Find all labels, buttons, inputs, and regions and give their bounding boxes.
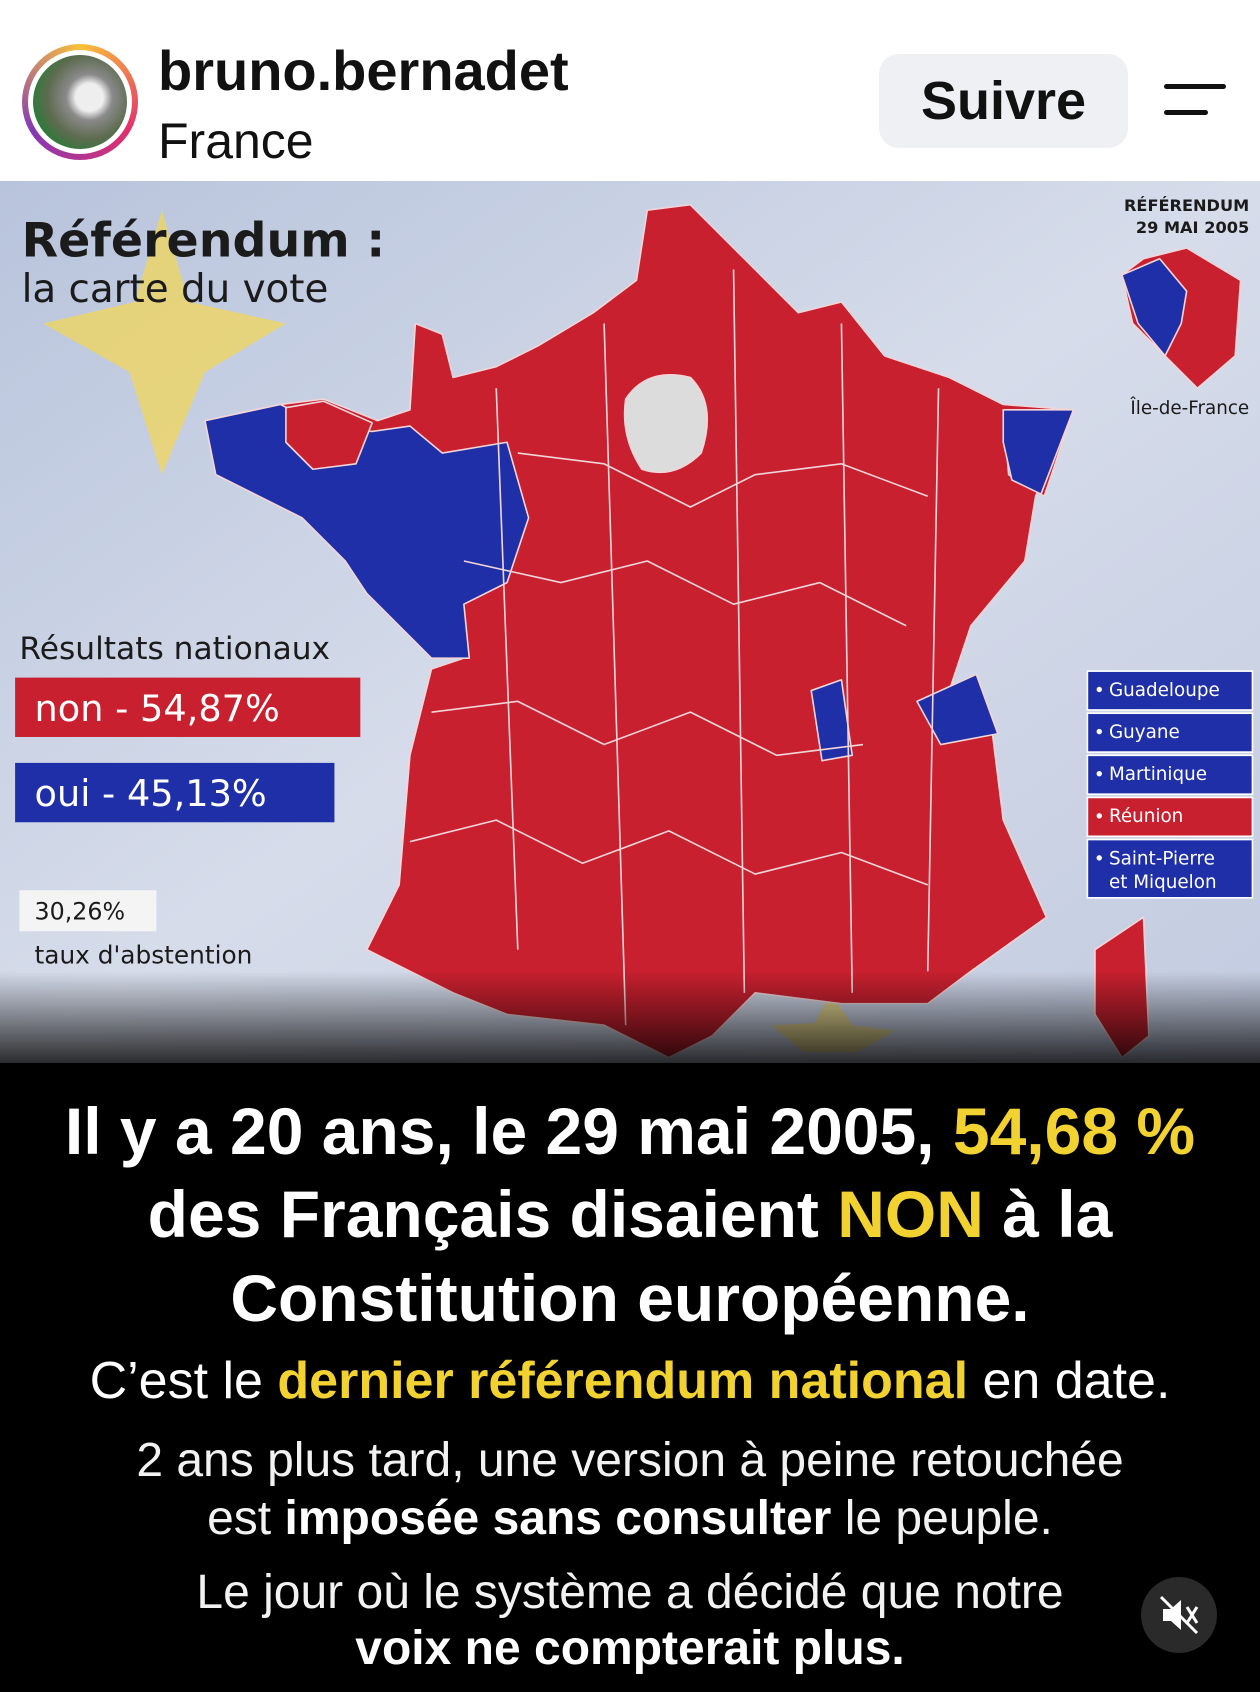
abstention-label: taux d'abstention [35,941,253,970]
bullet [1096,813,1102,819]
caption-text: C’est le [89,1352,278,1410]
non-result: non - 54,87% [35,687,280,730]
overseas-label: Guyane [1109,722,1180,743]
oui-result: oui - 45,13% [35,772,267,815]
referendum-map: Référendum : la carte du vote RÉFÉRENDUM… [0,181,1260,1063]
caption-text: le peuple. [831,1492,1053,1545]
overseas-label: Saint-Pierre et Miquelon [1109,848,1217,893]
avatar[interactable] [22,44,138,160]
corner-date: 29 MAI 2005 [1136,218,1249,237]
post-header: bruno.bernadet France Suivre [0,0,1260,181]
caption-text: des Français disaient [147,1177,838,1251]
caption-text: dernier référendum national [277,1352,969,1410]
caption-text: Le jour où le système a décidé que notre [196,1566,1064,1619]
inset-label: Île-de-France [1129,397,1249,419]
caption-line: C’est le dernier référendum national en … [0,1351,1260,1411]
overseas-label: Réunion [1109,806,1183,827]
caption-text: NON [837,1177,984,1251]
non-box [15,677,361,737]
bullet [1096,770,1102,777]
caption-text: voix ne compterait plus. [355,1622,905,1675]
username[interactable]: bruno.bernadet [158,39,569,102]
caption-text: Constitution européenne. [230,1261,1030,1335]
bullet [1096,686,1102,693]
map-subtitle: la carte du vote [22,267,329,312]
caption-line: 2 ans plus tard, une version à peine ret… [0,1433,1260,1488]
menu-button[interactable] [1164,84,1226,120]
caption-line: Constitution européenne. [0,1260,1260,1336]
overseas-label: Guadeloupe [1109,680,1220,701]
abstention-value: 30,26% [35,897,125,925]
overseas-box [1086,838,1254,899]
overseas-box [1086,796,1254,838]
caption-text: est [207,1492,285,1545]
caption-line: Le jour où le système a décidé que notre [0,1565,1260,1620]
caption-line: des Français disaient NON à la [0,1176,1260,1252]
caption-text: à la [983,1177,1113,1251]
location[interactable]: France [158,113,314,169]
bullet [1096,855,1102,861]
caption-text: 2 ans plus tard, une version à peine ret… [136,1434,1124,1487]
overseas-label: Martinique [1109,764,1207,785]
map-title: Référendum : [22,214,386,269]
overseas-list: Guadeloupe Guyane Martinique Réunion Saint-P… [1086,670,1254,899]
caption-line: est imposée sans consulter le peuple. [0,1491,1260,1546]
abstention-box [19,890,157,932]
caption-line: voix ne compterait plus. [0,1621,1260,1676]
follow-button[interactable]: Suivre [879,54,1128,148]
caption-line: Il y a 20 ans, le 29 mai 2005, 54,68 % [0,1093,1260,1169]
overseas-box [1086,754,1254,795]
caption-text: 54,68 % [952,1094,1196,1168]
mute-button[interactable] [1141,1577,1217,1653]
caption-text: imposée sans consulter [284,1492,832,1545]
oui-box [15,762,335,823]
overseas-box [1086,670,1254,711]
caption-text: Il y a 20 ans, le 29 mai 2005, [64,1094,953,1168]
mute-icon [1159,1595,1199,1635]
overseas-box [1086,712,1254,753]
caption-text: en date. [968,1352,1171,1410]
caption: Il y a 20 ans, le 29 mai 2005, 54,68 % de… [0,1063,1260,1692]
corner-title: RÉFÉRENDUM [1124,196,1249,215]
results-heading: Résultats nationaux [19,631,330,667]
bullet [1096,728,1102,735]
